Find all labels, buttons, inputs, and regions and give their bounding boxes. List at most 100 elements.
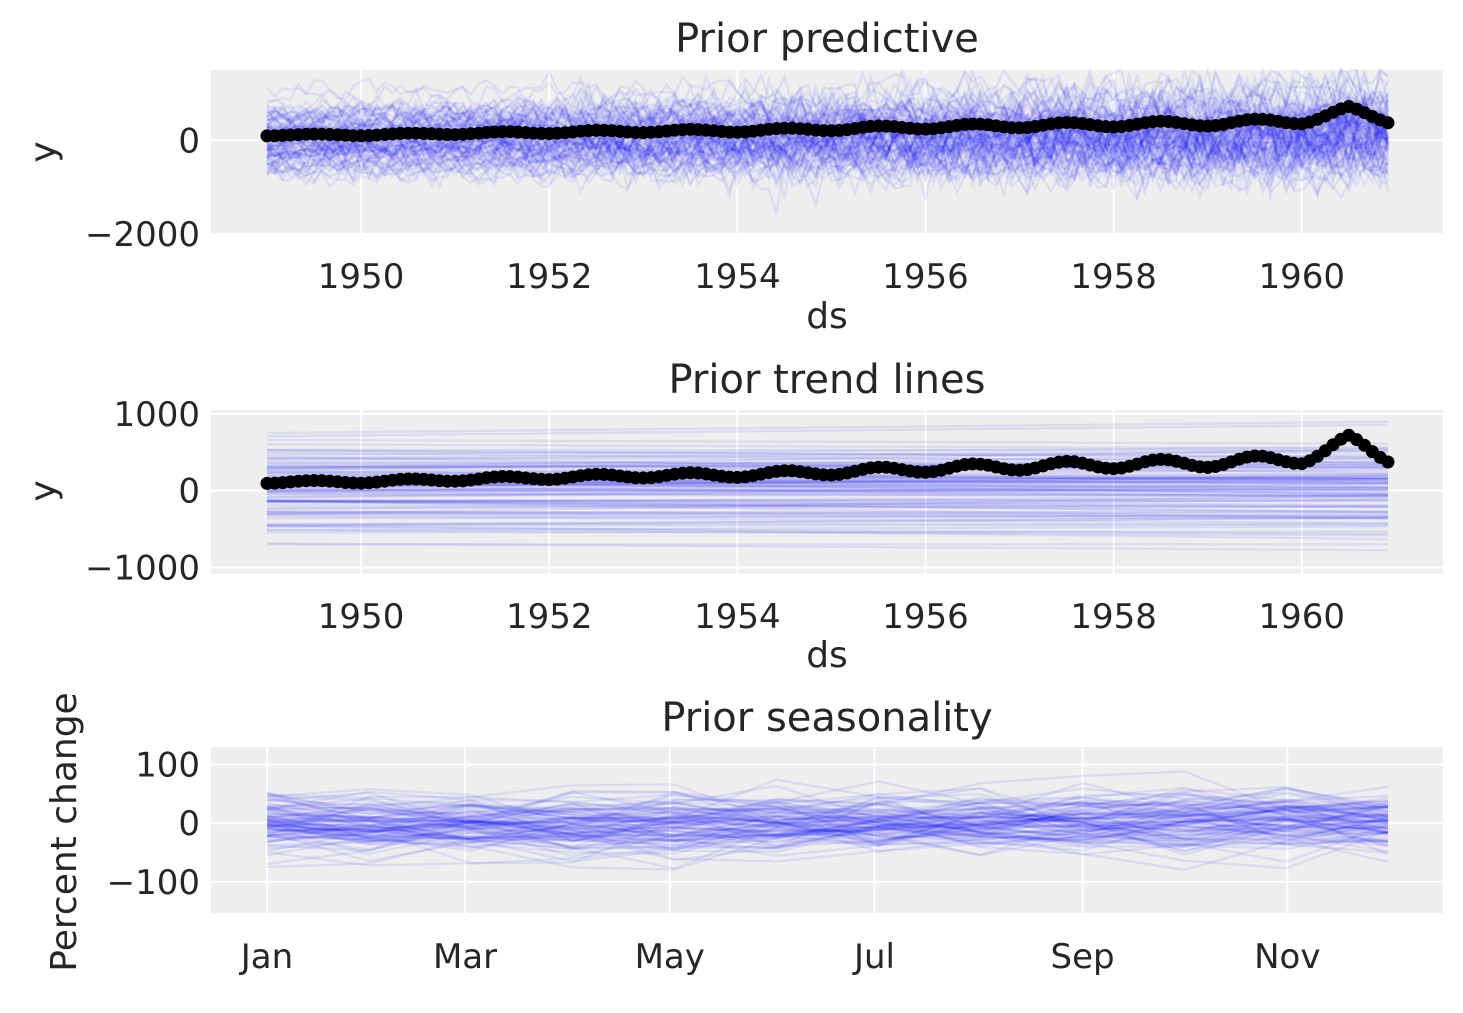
sample-line — [266, 92, 1390, 177]
seasonality-line — [266, 780, 1389, 844]
seasonality-line — [266, 791, 1389, 858]
sample-line — [266, 141, 1390, 202]
sample-line — [266, 76, 1390, 141]
seasonality-line — [266, 793, 1389, 851]
seasonality-line — [266, 801, 1389, 843]
trend-line — [266, 524, 1389, 541]
trend-line — [266, 449, 1389, 460]
prior-seasonality-panel: Jan Mar May Jul Sep Nov 100 0 −100 Prior seasona… — [44, 692, 1443, 977]
seasonality-line — [266, 789, 1389, 866]
sample-lines — [266, 770, 1389, 872]
x-tick-label: 1952 — [506, 257, 593, 297]
x-tick-label: 1956 — [882, 597, 969, 637]
seasonality-line — [266, 785, 1389, 863]
seasonality-line — [266, 791, 1389, 843]
sample-line — [266, 114, 1389, 182]
sample-line — [266, 117, 1390, 193]
seasonality-line — [266, 801, 1389, 846]
sample-line — [266, 65, 1389, 122]
sample-line — [266, 127, 1390, 194]
sample-line — [266, 141, 1390, 197]
seasonality-line — [266, 784, 1389, 872]
seasonality-line — [266, 795, 1389, 871]
seasonality-line — [266, 806, 1389, 845]
seasonality-line — [266, 812, 1389, 841]
seasonality-line — [266, 781, 1389, 854]
trend-line — [266, 493, 1389, 497]
seasonality-line — [266, 802, 1389, 847]
seasonality-line — [266, 800, 1389, 857]
y-tick-label: 0 — [178, 121, 200, 161]
seasonality-line — [266, 804, 1389, 837]
seasonality-line — [266, 797, 1389, 870]
x-tick-label: 1950 — [318, 597, 405, 637]
seasonality-line — [266, 790, 1389, 848]
x-tick-label: Mar — [433, 937, 497, 977]
seasonality-line — [266, 800, 1389, 853]
sample-line — [266, 66, 1390, 119]
seasonality-line — [266, 791, 1389, 844]
trend-line — [266, 528, 1389, 537]
x-tick-label: 1952 — [506, 597, 593, 637]
seasonality-line — [266, 787, 1389, 844]
prior-predictive-panel: 1950 1952 1954 1956 1958 1960 0 −2000 Prior pre… — [23, 16, 1443, 337]
sample-line — [266, 116, 1389, 189]
sample-line — [266, 117, 1390, 180]
seasonality-line — [266, 793, 1389, 848]
seasonality-line — [266, 792, 1389, 852]
sample-line — [266, 135, 1389, 193]
sample-line — [266, 103, 1390, 180]
seasonality-line — [266, 804, 1389, 847]
seasonality-line — [266, 786, 1389, 842]
trend-line — [266, 449, 1389, 459]
sample-line — [266, 116, 1390, 177]
x-tick-label: 1954 — [694, 597, 781, 637]
sample-line — [265, 116, 1389, 179]
sample-line — [265, 118, 1389, 185]
seasonality-line — [266, 783, 1389, 853]
trend-line — [266, 495, 1389, 504]
seasonality-line — [266, 800, 1389, 847]
sample-line — [266, 106, 1389, 186]
seasonality-line — [266, 802, 1389, 856]
seasonality-line — [266, 792, 1389, 855]
sample-line — [266, 131, 1389, 189]
trend-line — [266, 500, 1389, 508]
seasonality-line — [266, 800, 1389, 841]
seasonality-line — [266, 801, 1389, 849]
sample-line — [266, 138, 1390, 215]
observed-point — [1381, 455, 1395, 469]
seasonality-line — [267, 797, 1389, 845]
seasonality-line — [266, 806, 1389, 843]
seasonality-line — [266, 805, 1389, 843]
seasonality-line — [266, 806, 1389, 850]
trend-line — [266, 513, 1389, 520]
seasonality-line — [266, 795, 1389, 850]
seasonality-line — [266, 785, 1389, 857]
x-tick-label: 1960 — [1259, 257, 1346, 297]
trend-line — [266, 438, 1389, 445]
seasonality-line — [266, 803, 1389, 846]
sample-line — [266, 76, 1390, 147]
sample-line — [265, 137, 1389, 190]
sample-line — [266, 132, 1389, 195]
trend-line — [266, 500, 1389, 514]
seasonality-line — [266, 810, 1389, 850]
seasonality-line — [266, 801, 1389, 852]
observed-series — [260, 428, 1395, 490]
seasonality-line — [266, 815, 1389, 843]
seasonality-line — [266, 791, 1389, 844]
trend-line — [266, 445, 1389, 457]
y-axis-label: Percent change — [44, 692, 85, 971]
trend-line — [266, 448, 1389, 452]
sample-line — [266, 134, 1390, 198]
seasonality-line — [266, 799, 1389, 839]
seasonality-line — [266, 804, 1389, 858]
seasonality-line — [266, 793, 1389, 870]
sample-line — [266, 111, 1389, 182]
trend-line — [266, 513, 1389, 521]
trend-line — [266, 505, 1389, 510]
x-tick-label: Jul — [852, 937, 895, 977]
seasonality-line — [266, 799, 1389, 838]
